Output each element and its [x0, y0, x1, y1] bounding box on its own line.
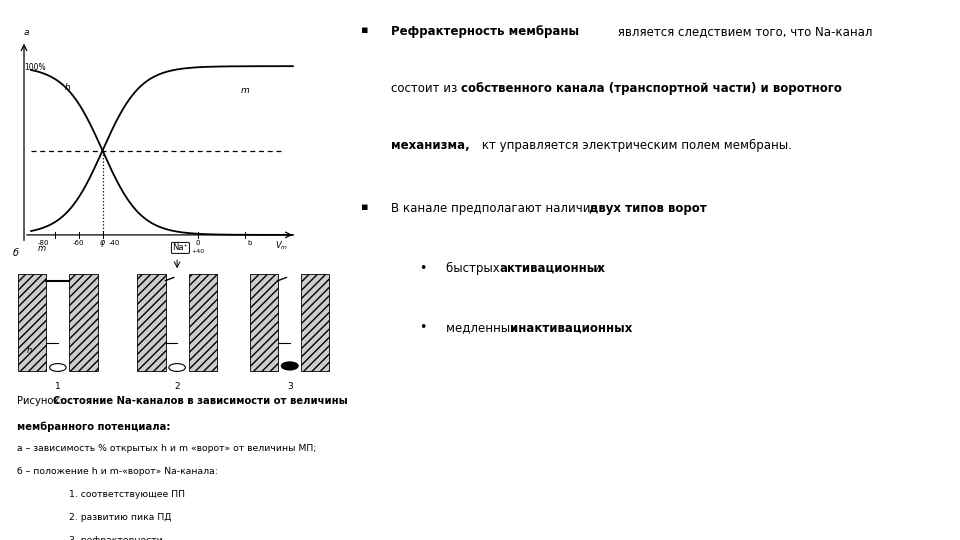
Text: +40: +40	[191, 249, 204, 254]
Text: 2. развитию пика ПД: 2. развитию пика ПД	[69, 513, 172, 522]
Text: мембранного потенциала:: мембранного потенциала:	[17, 421, 171, 431]
Text: .: .	[617, 321, 620, 334]
Bar	[137, 274, 165, 372]
Text: -80: -80	[37, 240, 49, 246]
Bar	[250, 274, 278, 372]
Text: Рефрактерность мембраны: Рефрактерность мембраны	[392, 25, 580, 38]
Text: 0: 0	[196, 240, 200, 246]
Text: a: a	[24, 29, 30, 37]
Text: быстрых: быстрых	[446, 262, 504, 275]
Text: $V_m$: $V_m$	[275, 239, 288, 252]
Text: h: h	[27, 346, 32, 355]
Text: является следствием того, что Na-канал: является следствием того, что Na-канал	[613, 25, 873, 38]
Text: инактивационных: инактивационных	[510, 321, 633, 334]
Text: φ: φ	[100, 238, 105, 247]
Text: двух типов ворот: двух типов ворот	[589, 202, 708, 215]
Bar	[18, 274, 46, 372]
Text: состоит из: состоит из	[392, 83, 462, 96]
Text: 2: 2	[175, 382, 180, 392]
Bar	[301, 274, 329, 372]
Text: •: •	[419, 262, 426, 275]
Text: б: б	[13, 248, 19, 258]
Text: Состояние Na-каналов в зависимости от величины: Состояние Na-каналов в зависимости от ве…	[53, 396, 348, 406]
Text: ▪: ▪	[361, 202, 369, 212]
Text: кт управляется электрическим полем мембраны.: кт управляется электрическим полем мембр…	[478, 139, 792, 152]
Text: b: b	[248, 240, 252, 246]
Text: 100%: 100%	[24, 63, 46, 72]
Circle shape	[50, 363, 66, 372]
Text: активационных: активационных	[500, 262, 606, 275]
Text: В канале предполагают наличие: В канале предполагают наличие	[392, 202, 602, 215]
Text: 1: 1	[55, 382, 60, 392]
Text: собственного канала (транспортной части) и воротного: собственного канала (транспортной части)…	[462, 83, 842, 96]
Text: 1. соответствующее ПП: 1. соответствующее ПП	[69, 490, 185, 500]
Text: 3: 3	[287, 382, 293, 392]
Circle shape	[169, 363, 185, 372]
Bar	[189, 274, 217, 372]
Bar	[69, 274, 98, 372]
Text: Na⁺: Na⁺	[173, 244, 188, 252]
Text: медленных: медленных	[446, 321, 521, 334]
Text: и: и	[590, 262, 602, 275]
Text: -60: -60	[73, 240, 84, 246]
Text: механизма,: механизма,	[392, 139, 470, 152]
Text: m: m	[37, 244, 45, 253]
Text: а – зависимость % открытых h и m «ворот» от величины МП;: а – зависимость % открытых h и m «ворот»…	[17, 444, 317, 453]
Text: :: :	[693, 202, 697, 215]
Text: ▪: ▪	[361, 25, 369, 36]
Text: •: •	[419, 321, 426, 334]
Text: -40: -40	[108, 240, 120, 246]
Text: Рисунок:: Рисунок:	[17, 396, 66, 406]
Text: 3. рефрактерности: 3. рефрактерности	[69, 536, 163, 540]
Circle shape	[281, 362, 298, 370]
Text: б – положение h и m-«ворот» Na-канала:: б – положение h и m-«ворот» Na-канала:	[17, 467, 218, 476]
Text: h: h	[64, 83, 70, 92]
Text: m: m	[241, 86, 250, 96]
